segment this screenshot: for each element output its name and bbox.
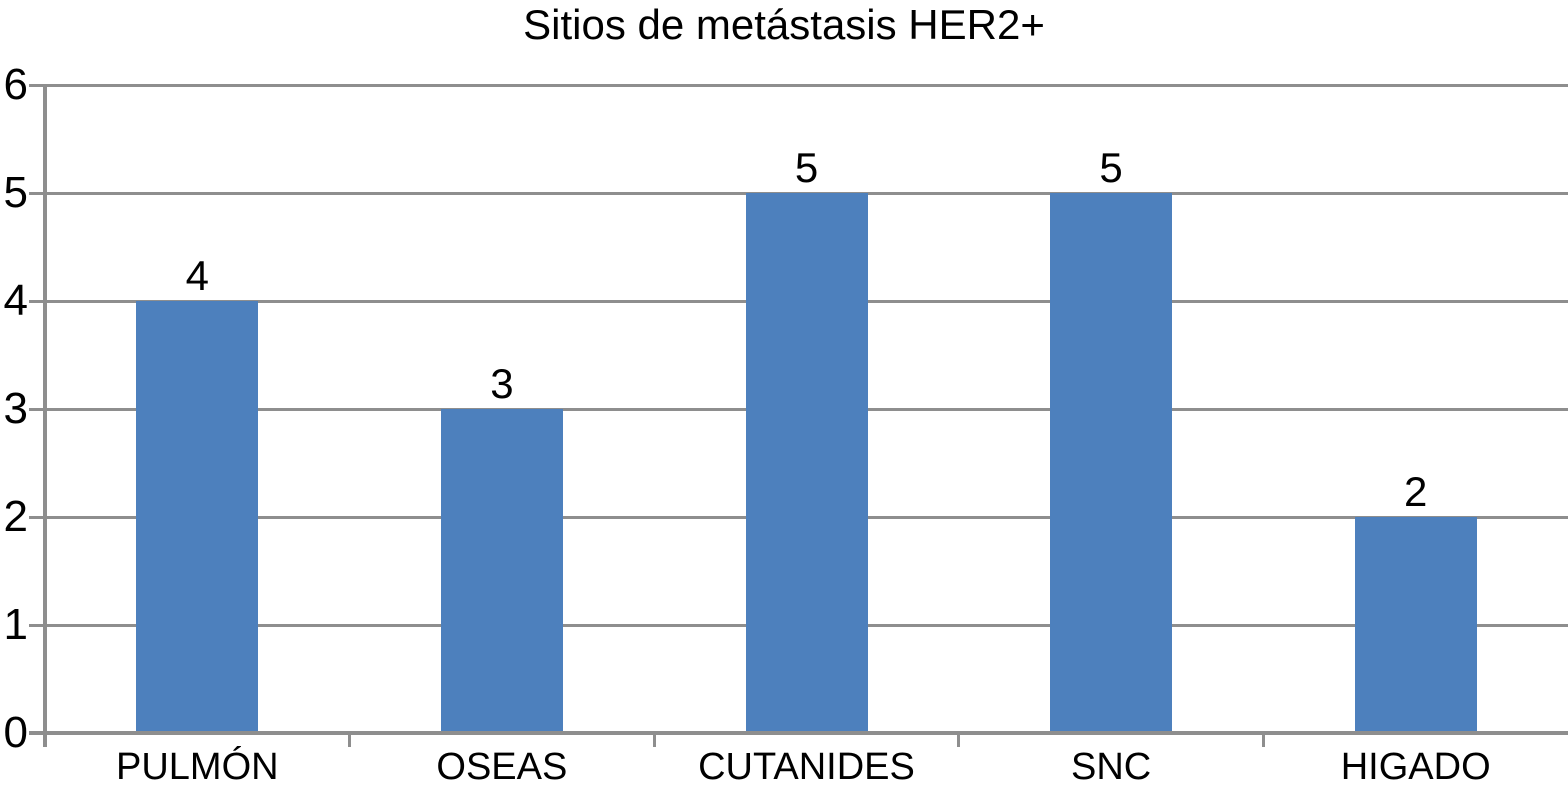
x-axis-label-higado: HIGADO (1340, 746, 1491, 788)
bar-higado (1354, 517, 1477, 733)
y-axis-tick-label: 4 (3, 276, 28, 325)
x-axis-label-cutanides: CUTANIDES (698, 746, 915, 788)
y-axis-tick-label: 5 (3, 168, 28, 217)
x-axis-label-oseas: OSEAS (436, 746, 568, 788)
bar-oseas (440, 409, 563, 733)
chart-title: Sitios de metástasis HER2+ (523, 1, 1045, 48)
data-label: 5 (1099, 144, 1123, 191)
x-axis-tickmark (348, 733, 352, 747)
data-label: 3 (490, 360, 514, 407)
y-axis-tick-label: 3 (3, 384, 28, 433)
y-axis-tickmark (29, 191, 45, 195)
gridline (45, 83, 1568, 87)
y-axis-tickmark (29, 83, 45, 87)
x-axis-tickmark (1261, 733, 1265, 747)
data-label: 4 (185, 252, 209, 299)
x-axis-tickmark (652, 733, 656, 747)
y-axis-tick-label: 0 (3, 708, 28, 757)
y-axis-tick-label: 6 (3, 60, 28, 109)
bar-snc (1050, 193, 1173, 733)
plot-area: 4 3 5 5 2 0 1 2 3 4 5 6 PULMÓN OSEAS CUTANIDES SNC HIGA… (4, 61, 1568, 788)
data-label: 2 (1404, 468, 1428, 515)
y-axis-tick-label: 2 (3, 492, 28, 541)
x-axis-label-pulmón: PULMÓN (116, 746, 279, 788)
x-axis-line (29, 731, 1568, 735)
data-label: 5 (794, 144, 819, 191)
x-axis-label-snc: SNC (1070, 746, 1152, 788)
y-axis-line (43, 84, 47, 747)
bar-pulmón (136, 301, 259, 733)
bar-cutanides (745, 193, 868, 733)
x-axis-tickmark (957, 733, 961, 747)
y-axis-tickmark (29, 407, 45, 411)
y-axis-tickmark (29, 623, 45, 627)
y-axis-tick-label: 1 (3, 600, 28, 649)
y-axis-tickmark (29, 515, 45, 519)
y-axis-tickmark (29, 299, 45, 303)
